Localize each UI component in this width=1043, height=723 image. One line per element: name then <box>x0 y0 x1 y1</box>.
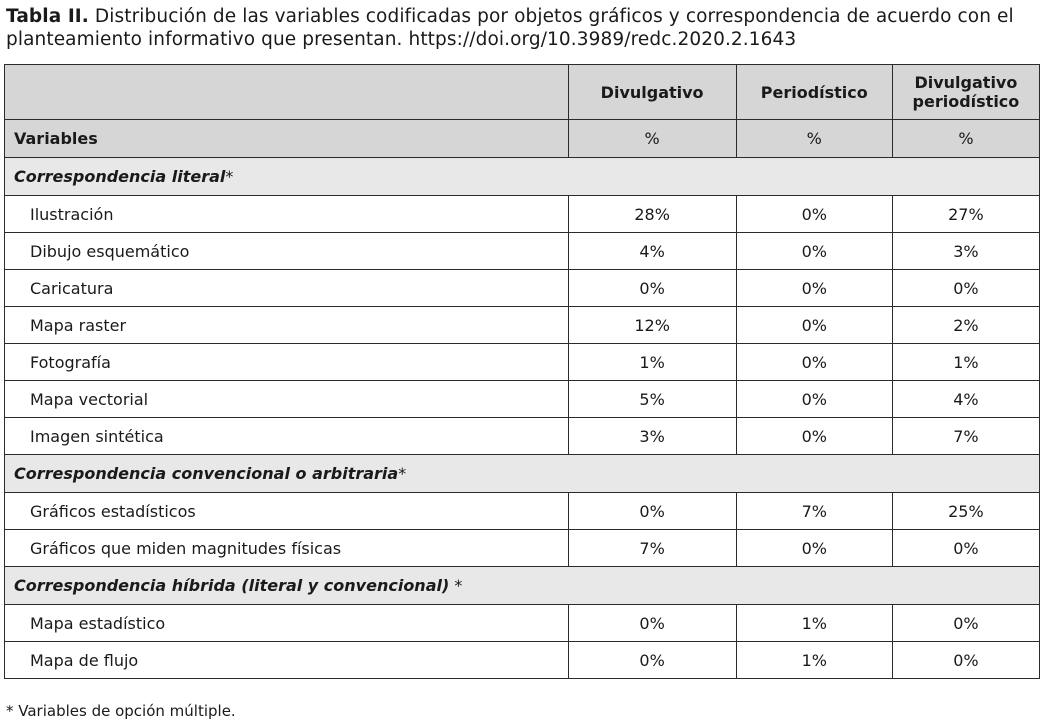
value-cell: 0% <box>567 269 737 307</box>
section-row: Correspondencia híbrida (literal y conve… <box>4 566 1040 605</box>
header-row: Divulgativo Periodístico Divulgativo per… <box>4 64 1041 120</box>
table-body: Correspondencia literal* Ilustración 28% 0%… <box>4 157 1041 679</box>
value-cell: 7% <box>735 492 893 530</box>
section-title: Correspondencia convencional o arbitrari… <box>4 454 1040 493</box>
value-cell: 0% <box>735 417 893 455</box>
section-marker: * <box>449 576 463 595</box>
section-title-text: Correspondencia literal <box>14 167 226 186</box>
table-row: Ilustración 28% 0% 27% <box>4 195 1041 233</box>
table-row: Gráficos que miden magnitudes físicas 7% 0… <box>4 529 1041 567</box>
table-row: Imagen sintética 3% 0% 7% <box>4 417 1041 455</box>
value-cell: 0% <box>735 306 893 344</box>
variable-label: Imagen sintética <box>4 417 569 455</box>
column-header-divulgativo: Divulgativo <box>567 64 737 120</box>
section-title-text: Correspondencia híbrida (literal y conve… <box>14 576 450 595</box>
distribution-table: Divulgativo Periodístico Divulgativo per… <box>4 64 1041 679</box>
table-row: Fotografía 1% 0% 1% <box>4 343 1041 381</box>
variable-label: Dibujo esquemático <box>4 232 569 270</box>
variable-label: Gráficos que miden magnitudes físicas <box>4 529 569 567</box>
table-row: Mapa raster 12% 0% 2% <box>4 306 1041 344</box>
variable-label: Mapa de flujo <box>4 641 569 679</box>
variable-label: Mapa vectorial <box>4 380 569 418</box>
value-cell: 0% <box>891 269 1041 307</box>
section-title: Correspondencia literal* <box>4 157 1040 196</box>
value-cell: 0% <box>567 492 737 530</box>
value-cell: 3% <box>891 232 1041 270</box>
value-cell: 0% <box>567 604 737 642</box>
value-cell: 4% <box>891 380 1041 418</box>
value-cell: 1% <box>735 641 893 679</box>
variables-header: Variables <box>4 119 569 158</box>
table-row: Mapa de flujo 0% 1% 0% <box>4 641 1041 679</box>
value-cell: 0% <box>891 529 1041 567</box>
variable-label: Mapa estadístico <box>4 604 569 642</box>
variable-label: Ilustración <box>4 195 569 233</box>
section-row: Correspondencia convencional o arbitrari… <box>4 454 1040 493</box>
value-cell: 12% <box>567 306 737 344</box>
section-marker: * <box>398 464 407 483</box>
variable-label: Caricatura <box>4 269 569 307</box>
value-cell: 1% <box>567 343 737 381</box>
unit-cell: % <box>891 119 1041 158</box>
table-row: Caricatura 0% 0% 0% <box>4 269 1041 307</box>
value-cell: 7% <box>891 417 1041 455</box>
section-title-text: Correspondencia convencional o arbitrari… <box>14 464 399 483</box>
column-header-divulgativo-periodistico: Divulgativo periodístico <box>891 64 1041 120</box>
value-cell: 5% <box>567 380 737 418</box>
header-empty-cell <box>4 64 569 120</box>
caption-text: Distribución de las variables codificada… <box>6 6 1014 50</box>
table-row: Gráficos estadísticos 0% 7% 25% <box>4 492 1041 530</box>
section-marker: * <box>225 167 234 186</box>
value-cell: 3% <box>567 417 737 455</box>
value-cell: 0% <box>735 380 893 418</box>
value-cell: 0% <box>735 529 893 567</box>
value-cell: 7% <box>567 529 737 567</box>
value-cell: 27% <box>891 195 1041 233</box>
variable-label: Fotografía <box>4 343 569 381</box>
unit-row: Variables % % % <box>4 119 1041 158</box>
caption-label: Tabla II. <box>6 6 89 27</box>
value-cell: 0% <box>891 641 1041 679</box>
variable-label: Mapa raster <box>4 306 569 344</box>
unit-cell: % <box>567 119 737 158</box>
value-cell: 28% <box>567 195 737 233</box>
value-cell: 0% <box>567 641 737 679</box>
value-cell: 0% <box>891 604 1041 642</box>
value-cell: 4% <box>567 232 737 270</box>
value-cell: 0% <box>735 343 893 381</box>
variable-label: Gráficos estadísticos <box>4 492 569 530</box>
section-title: Correspondencia híbrida (literal y conve… <box>4 566 1040 605</box>
table-row: Mapa estadístico 0% 1% 0% <box>4 604 1041 642</box>
value-cell: 1% <box>735 604 893 642</box>
unit-cell: % <box>735 119 893 158</box>
table-caption: Tabla II. Distribución de las variables … <box>6 5 1036 51</box>
section-row: Correspondencia literal* <box>4 157 1040 196</box>
value-cell: 2% <box>891 306 1041 344</box>
table-row: Dibujo esquemático 4% 0% 3% <box>4 232 1041 270</box>
table-row: Mapa vectorial 5% 0% 4% <box>4 380 1041 418</box>
value-cell: 1% <box>891 343 1041 381</box>
column-header-periodistico: Periodístico <box>735 64 893 120</box>
footnote: * Variables de opción múltiple. <box>6 702 236 720</box>
value-cell: 0% <box>735 195 893 233</box>
value-cell: 0% <box>735 232 893 270</box>
value-cell: 0% <box>735 269 893 307</box>
value-cell: 25% <box>891 492 1041 530</box>
